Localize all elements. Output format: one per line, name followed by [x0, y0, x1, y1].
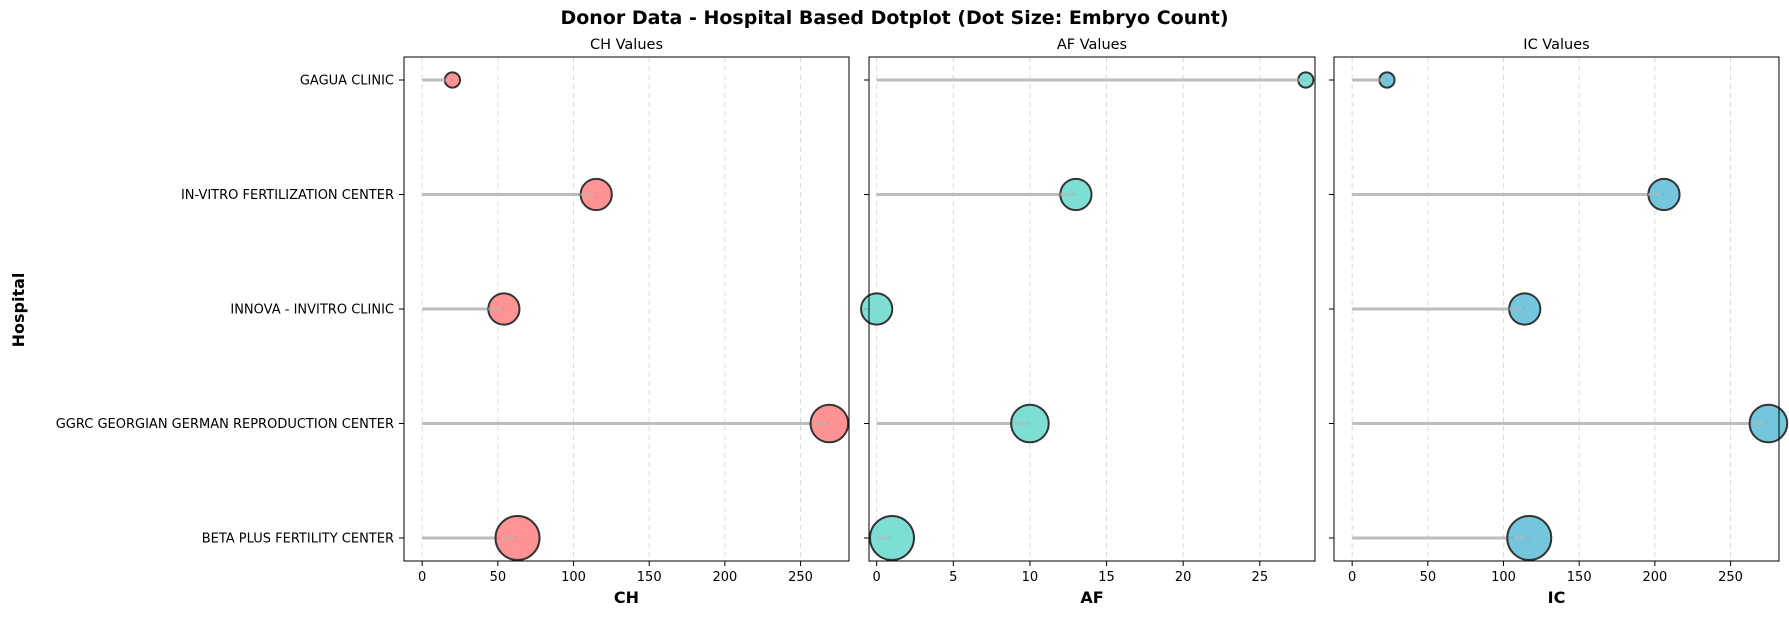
x-axis-label: IC: [1548, 588, 1566, 607]
x-tick-label: 250: [1718, 570, 1743, 585]
dot-ggrc-georgian-german-reproduction-center: [1748, 403, 1789, 444]
dot-beta-plus-fertility-center: [868, 515, 915, 561]
category-label-innova-invitro-clinic: INNOVA - INVITRO CLINIC: [230, 303, 394, 318]
dot-ggrc-georgian-german-reproduction-center: [1010, 403, 1050, 444]
panel-title: CH Values: [590, 37, 663, 53]
x-tick-label: 100: [1491, 570, 1516, 585]
panel-af: AF Values 0 5 10 15 20 25 AF: [860, 37, 1316, 607]
x-axis-label: AF: [1080, 588, 1103, 607]
figure-title: Donor Data - Hospital Based Dotplot (Dot…: [560, 7, 1229, 29]
x-tick-label: 50: [1420, 570, 1437, 585]
x-axis-label: CH: [614, 588, 639, 607]
panel-frame: [1333, 56, 1780, 562]
dot-beta-plus-fertility-center: [494, 515, 541, 561]
x-tick-label: 0: [1348, 570, 1356, 585]
x-tick-label: 200: [712, 570, 737, 585]
x-tick-label: 10: [1022, 570, 1039, 585]
panel-title: IC Values: [1523, 37, 1589, 53]
category-label-in-vitro-fertilization-center: IN-VITRO FERTILIZATION CENTER: [181, 188, 394, 203]
x-tick-label: 5: [949, 570, 957, 585]
dot-beta-plus-fertility-center: [1506, 515, 1553, 561]
x-tick-label: 25: [1252, 570, 1269, 585]
panel-title: AF Values: [1057, 37, 1127, 53]
category-label-ggrc-georgian-german-reproduction-center: GGRC GEORGIAN GERMAN REPRODUCTION CENTER: [56, 417, 394, 432]
panel-ic: IC Values 0 50 100 150 200 250 IC: [1329, 37, 1789, 607]
x-tick-label: 100: [561, 570, 586, 585]
category-labels: GAGUA CLINIC IN-VITRO FERTILIZATION CENTE…: [56, 74, 394, 547]
panel-frame: [403, 56, 850, 562]
category-label-beta-plus-fertility-center: BETA PLUS FERTILITY CENTER: [202, 532, 394, 547]
panel-ch: CH Values 0 50 100 150 200 250 CH: [399, 37, 850, 607]
x-tick-label: 15: [1098, 570, 1115, 585]
x-tick-label: 0: [418, 570, 426, 585]
category-label-gagua-clinic: GAGUA CLINIC: [300, 74, 394, 89]
x-tick-label: 20: [1175, 570, 1192, 585]
x-tick-label: 250: [788, 570, 813, 585]
x-tick-label: 0: [873, 570, 881, 585]
y-axis-label: Hospital: [9, 273, 28, 348]
dot-ggrc-georgian-german-reproduction-center: [809, 403, 850, 444]
panel-frame: [868, 56, 1316, 562]
x-tick-label: 50: [490, 570, 507, 585]
x-tick-label: 200: [1642, 570, 1667, 585]
x-tick-label: 150: [1567, 570, 1592, 585]
x-tick-label: 150: [637, 570, 662, 585]
